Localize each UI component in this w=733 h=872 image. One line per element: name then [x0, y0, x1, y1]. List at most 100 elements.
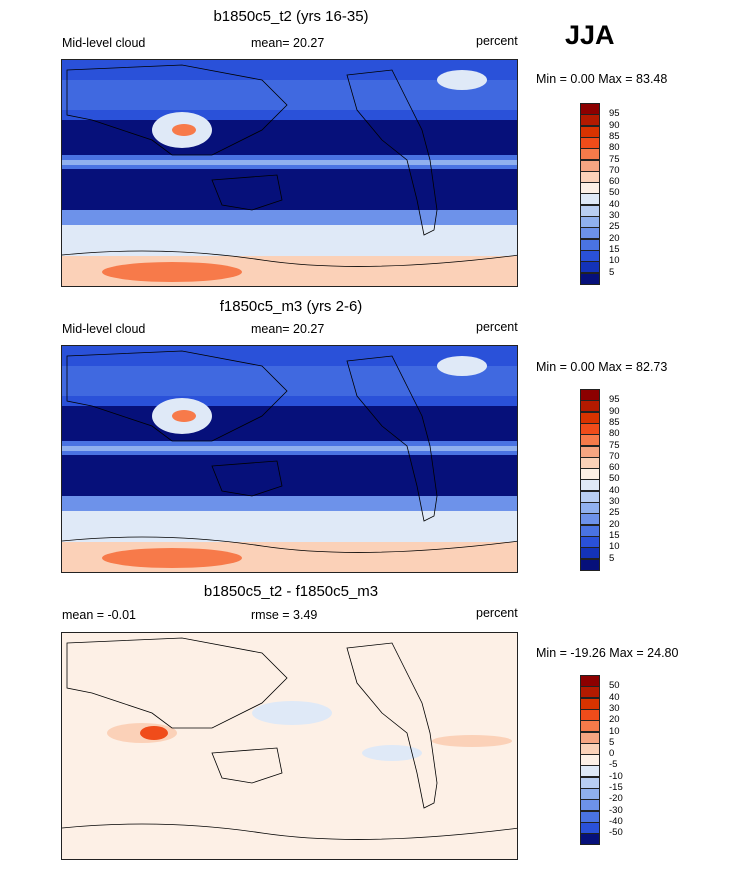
map1-antarctic-max — [102, 262, 242, 282]
colorbar-swatch — [580, 389, 600, 401]
colorbar-swatch — [580, 422, 600, 435]
map2-americas-outline — [346, 355, 438, 522]
season-label: JJA — [565, 20, 615, 50]
colorbar-level-label: 20 — [609, 232, 620, 244]
panel-2-left-label: Mid-level cloud — [62, 322, 146, 336]
map3-pos-atlantic — [432, 735, 512, 747]
colorbar-level-label: 90 — [609, 405, 620, 417]
map1-australia-outline — [211, 174, 283, 211]
colorbar-level-label: 30 — [609, 702, 620, 714]
map3-eurasia-outline — [66, 637, 288, 729]
colorbar-swatch — [580, 411, 600, 424]
colorbar-level-label: 30 — [609, 496, 620, 507]
colorbar-level-label: -5 — [609, 759, 618, 771]
panel-1-colorbar: 95 90 85 80 75 70 60 50 40 30 25 20 15 10 5 — [580, 103, 620, 285]
colorbar-swatch — [580, 821, 600, 834]
colorbar-swatch — [580, 261, 600, 274]
colorbar-swatch — [580, 434, 600, 447]
colorbar-level-label: 10 — [609, 255, 620, 267]
colorbar-level-label: 10 — [609, 725, 620, 737]
colorbar-swatch — [580, 558, 600, 571]
colorbar-swatch — [580, 547, 600, 560]
panel-1-units: percent — [476, 34, 518, 48]
colorbar-level-label: 40 — [609, 691, 620, 703]
colorbar-swatch — [580, 513, 600, 526]
colorbar-swatch — [580, 272, 600, 285]
colorbar-level-label: 5 — [609, 736, 615, 748]
map1-eurasia-outline — [66, 64, 288, 156]
colorbar-swatch — [580, 216, 600, 228]
map3-neg-pacific — [252, 701, 332, 725]
colorbar-level-label: 40 — [609, 484, 620, 496]
map3-base — [62, 633, 517, 859]
colorbar-level-label: 5 — [609, 266, 615, 278]
map3-americas-outline — [346, 642, 438, 809]
colorbar-swatch — [580, 833, 600, 846]
colorbar-swatch — [580, 810, 600, 823]
colorbar-swatch — [580, 765, 600, 778]
map2-australia-outline — [211, 460, 283, 497]
panel-3-title: b1850c5_t2 - f1850c5_m3 — [203, 583, 379, 600]
colorbar-swatch — [580, 490, 600, 503]
colorbar-level-label: 95 — [609, 394, 620, 406]
colorbar-level-label: 60 — [609, 176, 620, 188]
panel-1-map — [61, 59, 518, 287]
map3-australia-outline — [211, 747, 283, 784]
colorbar-level-label: 70 — [609, 164, 620, 176]
colorbar-level-label: -10 — [609, 770, 623, 782]
colorbar-swatch — [580, 788, 600, 800]
colorbar-swatch — [580, 524, 600, 537]
panel-2-minmax: Min = 0.00 Max = 82.73 — [536, 360, 668, 374]
colorbar-level-label: 5 — [609, 552, 615, 564]
map1-antarctica-outline — [62, 250, 517, 267]
panel-2-units: percent — [476, 320, 518, 334]
colorbar-level-label: 70 — [609, 450, 620, 462]
colorbar-swatch — [580, 776, 600, 789]
colorbar-swatch — [580, 238, 600, 251]
colorbar-level-label: 20 — [609, 714, 620, 726]
colorbar-swatch — [580, 456, 600, 469]
colorbar-level-label: -20 — [609, 793, 623, 805]
colorbar-swatch — [580, 502, 600, 514]
panel-3-colorbar: 50 40 30 20 10 5 0 -5 -10 -15 -20 -30 -40 -50 — [580, 675, 623, 846]
colorbar-swatch — [580, 445, 600, 458]
map2-antarctic-max — [102, 548, 242, 568]
colorbar-swatch — [580, 114, 600, 127]
map2-south-storm — [62, 511, 517, 546]
colorbar-level-label: 20 — [609, 518, 620, 530]
colorbar-level-label: 40 — [609, 198, 620, 210]
colorbar-swatch — [580, 675, 600, 687]
colorbar-level-label: 60 — [609, 462, 620, 474]
colorbar-swatch — [580, 686, 600, 699]
colorbar-level-label: 90 — [609, 119, 620, 131]
map2-antarctica-outline — [62, 536, 517, 553]
colorbar-swatch — [580, 125, 600, 138]
colorbar-swatch — [580, 204, 600, 217]
panel-2-title: f1850c5_m3 (yrs 2-6) — [219, 298, 363, 315]
colorbar-level-label: 80 — [609, 142, 620, 154]
colorbar-level-label: 75 — [609, 153, 620, 165]
panel-3-mean: mean = -0.01 — [62, 608, 137, 622]
panel-3-rmse: rmse = 3.49 — [251, 608, 318, 622]
colorbar-level-label: 50 — [609, 680, 620, 692]
colorbar-swatch — [580, 479, 600, 492]
colorbar-swatch — [580, 731, 600, 744]
map3-antarctica-outline — [62, 823, 517, 840]
map1-tibet-max — [172, 124, 196, 136]
colorbar-level-label: 10 — [609, 541, 620, 553]
colorbar-level-label: 85 — [609, 416, 620, 428]
colorbar-level-label: 25 — [609, 221, 620, 233]
colorbar-swatch — [580, 468, 600, 481]
colorbar-level-label: -30 — [609, 804, 623, 816]
map1-greenland — [437, 70, 487, 90]
panel-2-mean: mean= 20.27 — [251, 322, 325, 336]
colorbar-swatch — [580, 799, 600, 812]
map2-eurasia-outline — [66, 350, 288, 442]
colorbar-swatch — [580, 103, 600, 115]
colorbar-swatch — [580, 136, 600, 149]
colorbar-swatch — [580, 159, 600, 172]
colorbar-swatch — [580, 720, 600, 733]
colorbar-swatch — [580, 193, 600, 206]
colorbar-level-label: -15 — [609, 782, 623, 793]
panel-1-title: b1850c5_t2 (yrs 16-35) — [213, 8, 369, 25]
